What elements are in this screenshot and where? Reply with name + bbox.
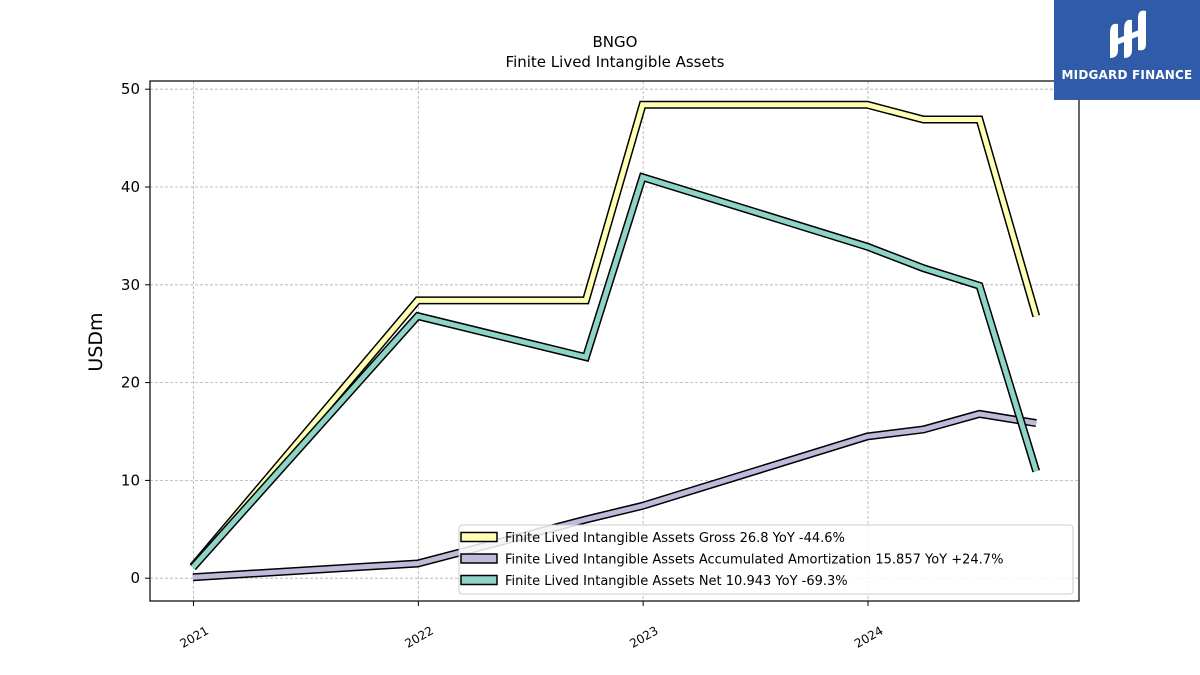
y-tick-label: 0	[130, 569, 140, 587]
x-tick-label: 2021	[178, 623, 211, 650]
chart-subtitle: Finite Lived Intangible Assets	[506, 53, 725, 71]
series-line-1	[190, 102, 1039, 569]
legend-label: Finite Lived Intangible Assets Accumulat…	[505, 553, 1003, 568]
logo-text: MIDGARD FINANCE	[1061, 68, 1193, 82]
plot-area-frame	[149, 80, 1080, 602]
logo-mark-icon	[1110, 10, 1146, 58]
x-tick-label: 2022	[402, 623, 435, 650]
midgard-finance-logo: MIDGARD FINANCE	[1054, 0, 1200, 100]
series-line-2	[192, 411, 1037, 580]
x-tick-label: 2023	[627, 623, 660, 650]
series-lines	[189, 100, 1041, 582]
legend-label: Finite Lived Intangible Assets Net 10.94…	[505, 574, 848, 589]
legend-swatch	[460, 574, 498, 586]
y-axis-label: USDm	[85, 312, 107, 371]
y-tick-label: 50	[121, 80, 140, 98]
y-tick-label: 10	[121, 471, 140, 489]
legend-swatch	[460, 553, 498, 564]
series-line-outline	[189, 100, 1041, 570]
grid	[150, 81, 1079, 601]
legend-swatch	[460, 531, 498, 543]
legend-box	[458, 524, 1074, 595]
y-tick-label: 20	[121, 374, 140, 392]
chart-title: BNGO	[593, 33, 638, 51]
series-line-3	[191, 174, 1039, 570]
legend-label: Finite Lived Intangible Assets Gross 26.…	[505, 531, 845, 546]
x-tick-label: 2024	[852, 623, 885, 650]
y-tick-label: 40	[121, 178, 140, 196]
legend: Finite Lived Intangible Assets Gross 26.…	[458, 524, 1074, 595]
y-tick-label: 30	[121, 276, 140, 294]
